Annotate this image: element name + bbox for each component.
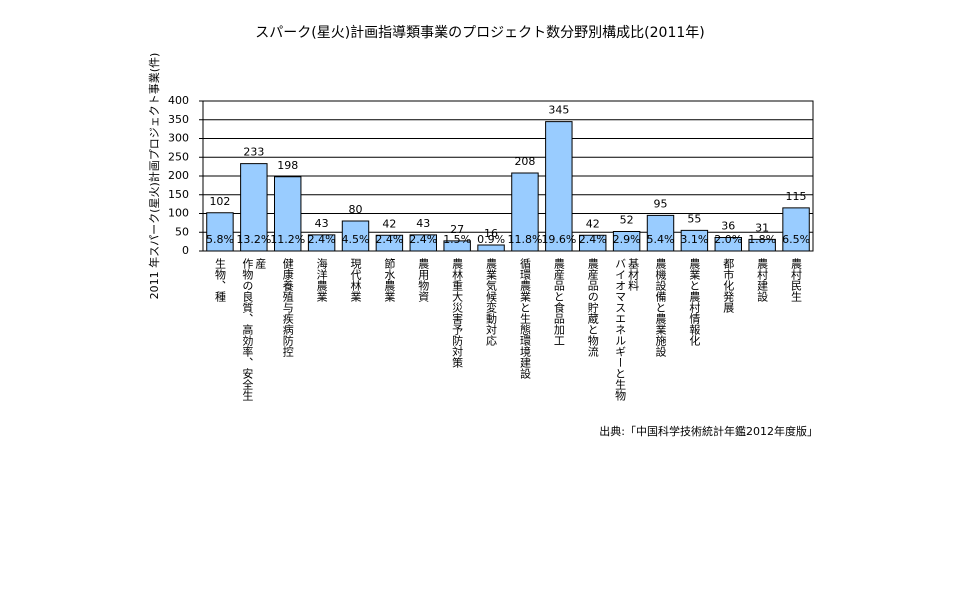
percent-label: 1.8% <box>748 233 776 246</box>
bar <box>274 176 302 252</box>
bar <box>748 238 776 252</box>
bar <box>680 229 709 252</box>
x-tick-label: 農業と農村情報化 <box>687 258 701 346</box>
bar <box>579 234 607 252</box>
x-tick-label: 海洋農業 <box>315 258 329 302</box>
x-tick-label: 都市化発展 <box>721 258 735 313</box>
bar <box>443 240 471 252</box>
bar <box>612 231 641 252</box>
x-tick-label: 節水農業 <box>382 258 396 302</box>
x-tick-label: 農村民生 <box>789 258 803 302</box>
y-tick-label: 400 <box>168 94 189 107</box>
value-label: 233 <box>243 146 264 159</box>
value-label: 42 <box>382 217 396 230</box>
y-axis-label: 2011 年スパーク(星火)計画プロジェクト事業(件) <box>147 53 161 300</box>
percent-label: 2.4% <box>409 233 437 246</box>
y-tick-label: 350 <box>168 113 189 126</box>
source: 出典:「中国科学技術統計年鑑2012年度版」 <box>599 424 818 438</box>
x-tick-label: 農業気候変動対応 <box>484 258 498 346</box>
percent-label: 1.5% <box>443 233 471 246</box>
bar <box>477 244 505 252</box>
value-label: 55 <box>687 212 701 225</box>
percent-label: 0.9% <box>477 233 505 246</box>
percent-label: 11.8% <box>507 233 542 246</box>
value-label: 345 <box>548 104 569 117</box>
value-label: 27 <box>450 223 464 236</box>
y-tick-label: 150 <box>168 188 189 201</box>
bar <box>714 237 742 252</box>
value-label: 36 <box>721 220 735 233</box>
x-tick-label: 農産品と食品加工 <box>552 258 566 346</box>
bar <box>240 163 268 252</box>
percent-label: 2.4% <box>308 233 336 246</box>
x-tick-label: 農村建設 <box>755 258 769 302</box>
chart-title: スパーク(星火)計画指導類事業のプロジェクト数分野別構成比(2011年) <box>255 25 704 41</box>
percent-label: 2.9% <box>613 233 641 246</box>
x-tick-label: 農林重大災害予防対策 <box>450 258 464 368</box>
bar <box>646 214 675 252</box>
percent-label: 5.8% <box>206 233 234 246</box>
x-tick-label: 健康養殖与疾病防控 <box>281 258 295 357</box>
value-label: 43 <box>416 217 430 230</box>
percent-label: 11.2% <box>270 233 305 246</box>
value-label: 16 <box>484 227 498 240</box>
x-tick-label: 現代林業 <box>349 258 362 302</box>
value-label: 198 <box>277 159 298 172</box>
value-label: 115 <box>786 190 807 203</box>
y-tick-label: 50 <box>175 225 189 238</box>
value-label: 208 <box>514 155 535 168</box>
value-label: 31 <box>755 221 769 234</box>
percent-label: 3.1% <box>680 233 708 246</box>
value-label: 102 <box>209 195 230 208</box>
bar <box>782 207 810 252</box>
value-label: 42 <box>586 217 600 230</box>
percent-label: 2.0% <box>714 233 742 246</box>
x-tick-label: 循環農業と生態環境建設 <box>518 258 532 379</box>
y-tick-label: 250 <box>168 150 189 163</box>
y-tick-label: 200 <box>168 169 189 182</box>
percent-label: 4.5% <box>342 233 370 246</box>
x-tick-label: 生物、種 <box>213 258 227 302</box>
percent-label: 5.4% <box>647 233 675 246</box>
value-label: 80 <box>349 203 363 216</box>
percent-label: 2.4% <box>579 233 607 246</box>
bar <box>545 121 573 252</box>
value-label: 52 <box>620 214 634 227</box>
bar <box>375 234 404 252</box>
x-tick-label: 農産品の貯蔵と物流 <box>586 258 600 357</box>
y-tick-label: 300 <box>168 132 189 145</box>
x-tick-label: バイオマスエネルギーと生物基材料 <box>613 258 640 401</box>
y-tick-label: 0 <box>182 244 189 257</box>
percent-label: 13.2% <box>236 233 271 246</box>
x-tick-label: 農用物資 <box>416 258 430 302</box>
value-label: 95 <box>654 197 668 210</box>
x-tick-label: 作物の良質、高効率、安全生産 <box>240 258 267 401</box>
bar <box>511 172 539 252</box>
bar <box>206 212 234 252</box>
percent-label: 6.5% <box>782 233 810 246</box>
bar <box>307 234 336 252</box>
x-tick-label: 農機設備と農業施設 <box>654 258 667 357</box>
y-tick-label: 100 <box>168 207 189 220</box>
bar <box>341 220 370 252</box>
percent-label: 19.6% <box>541 233 576 246</box>
percent-label: 2.4% <box>375 233 403 246</box>
value-label: 43 <box>315 217 329 230</box>
bar <box>409 234 437 252</box>
